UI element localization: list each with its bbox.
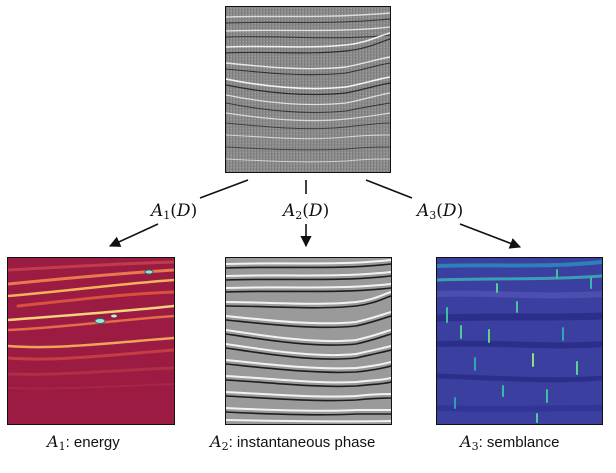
arrow-3-upper — [365, 179, 413, 199]
operator-label-2: A2(D) — [283, 201, 330, 222]
phase-panel — [225, 257, 392, 425]
phase-image — [226, 258, 391, 424]
arrow-1-lower — [108, 223, 159, 247]
arrow-3-lower — [459, 223, 522, 249]
input-seismic-panel — [225, 6, 391, 173]
semblance-image — [437, 258, 602, 424]
semblance-panel — [436, 257, 603, 425]
caption-semblance: A3: semblance — [460, 432, 560, 453]
caption-energy: A1: energy — [47, 432, 120, 453]
operator-label-3: A3(D) — [417, 201, 464, 222]
caption-phase: A2: instantaneous phase — [210, 432, 376, 453]
energy-image — [8, 258, 174, 424]
energy-panel — [7, 257, 175, 425]
seismic-image — [226, 7, 390, 172]
arrow-1-upper — [199, 179, 249, 199]
operator-label-1: A1(D) — [151, 201, 198, 222]
